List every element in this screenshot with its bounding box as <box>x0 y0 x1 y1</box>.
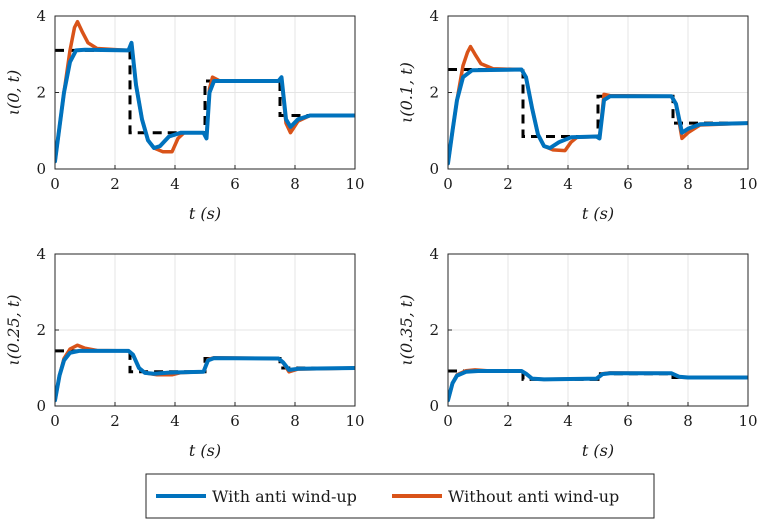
x-tick-label: 8 <box>683 175 693 193</box>
x-tick-label: 6 <box>230 412 240 430</box>
series-group <box>55 343 355 403</box>
y-tick-label: 2 <box>36 321 46 339</box>
y-tick-label: 4 <box>36 245 46 263</box>
legend: With anti wind-up Without anti wind-up <box>145 473 655 519</box>
x-tick-label: 4 <box>170 412 180 430</box>
series-line-with-anti-windup <box>448 67 748 166</box>
x-tick-label: 0 <box>443 412 453 430</box>
legend-label-without: Without anti wind-up <box>448 487 619 506</box>
series-line-with-anti-windup <box>55 348 355 403</box>
y-tick-label: 2 <box>429 84 439 102</box>
x-axis-label: t (s) <box>189 441 221 460</box>
x-tick-label: 8 <box>290 175 300 193</box>
y-axis-label: ι(0.35, t) <box>397 295 416 366</box>
x-tick-label: 2 <box>503 175 513 193</box>
series-group <box>448 368 748 403</box>
y-tick-label: 4 <box>429 245 439 263</box>
x-tick-label: 0 <box>443 175 453 193</box>
x-tick-label: 10 <box>345 175 364 193</box>
reference-line <box>55 48 355 135</box>
y-tick-label: 4 <box>36 7 46 25</box>
x-tick-label: 10 <box>738 175 757 193</box>
x-tick-label: 2 <box>110 175 120 193</box>
x-tick-label: 4 <box>563 175 573 193</box>
series-line-with-anti-windup <box>448 369 748 403</box>
y-axis-label: ι(0.25, t) <box>4 295 23 366</box>
series-line-with-anti-windup <box>55 40 355 164</box>
panel-2: 0 2 4 6 8 10 0 2 4 t (s) ι(0.25, t) <box>4 245 365 460</box>
x-tick-label: 10 <box>738 412 757 430</box>
y-axis-label: ι(0.1, t) <box>397 62 416 123</box>
panel-0: 0 2 4 6 8 10 0 2 4 t (s) ι(0, t) <box>4 7 365 223</box>
x-tick-label: 10 <box>345 412 364 430</box>
y-tick-label: 0 <box>429 160 439 178</box>
x-axis-label: t (s) <box>189 204 221 223</box>
x-axis-label: t (s) <box>582 204 614 223</box>
x-tick-label: 8 <box>290 412 300 430</box>
y-tick-label: 0 <box>429 397 439 415</box>
x-tick-label: 4 <box>170 175 180 193</box>
panel-1: 0 2 4 6 8 10 0 2 4 t (s) ι(0.1, t) <box>397 7 758 223</box>
x-tick-label: 2 <box>503 412 513 430</box>
x-tick-label: 6 <box>230 175 240 193</box>
y-tick-label: 2 <box>36 84 46 102</box>
y-tick-label: 0 <box>36 160 46 178</box>
x-tick-label: 4 <box>563 412 573 430</box>
x-tick-label: 6 <box>623 412 633 430</box>
y-tick-label: 0 <box>36 397 46 415</box>
x-tick-label: 6 <box>623 175 633 193</box>
x-tick-label: 2 <box>110 412 120 430</box>
panels: 0 2 4 6 8 10 0 2 4 t (s) ι(0, t) 0 2 4 6 8 10 0 2 4 t (s) ι(0… <box>4 7 758 460</box>
x-tick-label: 0 <box>50 175 60 193</box>
series-group <box>55 19 355 164</box>
x-tick-label: 0 <box>50 412 60 430</box>
legend-label-with: With anti wind-up <box>212 487 357 506</box>
series-group <box>448 44 748 166</box>
x-tick-label: 8 <box>683 412 693 430</box>
y-tick-label: 4 <box>429 7 439 25</box>
panel-3: 0 2 4 6 8 10 0 2 4 t (s) ι(0.35, t) <box>397 245 758 460</box>
y-tick-label: 2 <box>429 321 439 339</box>
y-axis-label: ι(0, t) <box>4 70 23 116</box>
x-axis-label: t (s) <box>582 441 614 460</box>
